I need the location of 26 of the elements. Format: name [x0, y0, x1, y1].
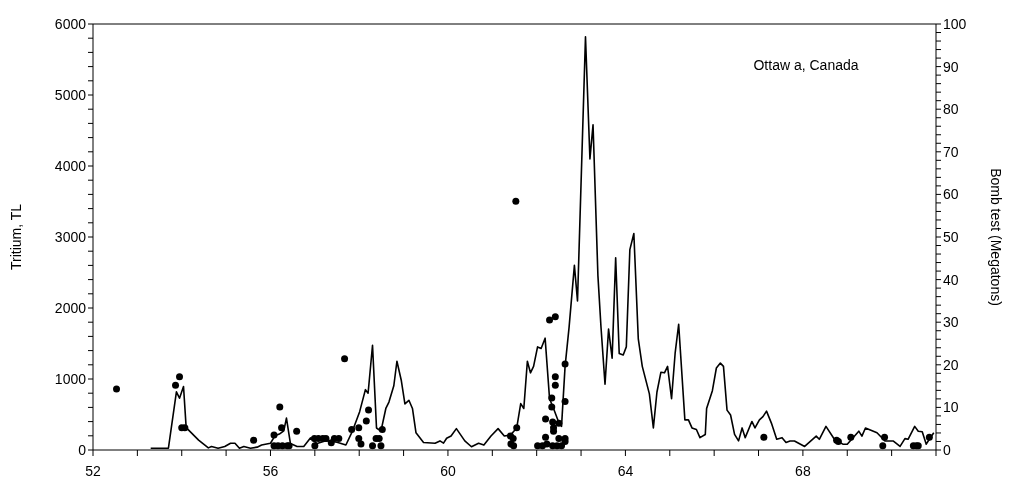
y2-tick-label: 30	[943, 314, 959, 331]
y2-tick-label: 100	[943, 15, 967, 32]
x-tick-label: 60	[440, 462, 456, 479]
y-tick-label: 2000	[54, 299, 87, 316]
y-axis-title: Tritium, TL	[7, 203, 24, 271]
x-tick-label: 64	[617, 462, 634, 479]
y2-axis-title: Bomb test (Megatons)	[988, 168, 1005, 306]
y-tick-label: 0	[78, 441, 87, 458]
x-tick-label: 52	[85, 462, 101, 479]
y2-tick-label: 70	[943, 143, 959, 160]
y2-tick-label: 60	[943, 186, 959, 203]
y2-tick-label: 80	[943, 101, 959, 118]
y-tick-label: 6000	[54, 15, 87, 32]
y2-tick-label: 0	[943, 441, 951, 458]
y-tick-label: 1000	[54, 370, 87, 387]
annotation: Ottaw a, Canada	[753, 57, 859, 73]
y-tick-label: 5000	[54, 86, 87, 103]
y2-tick-label: 20	[943, 356, 959, 373]
y2-tick-label: 10	[943, 399, 959, 416]
y2-tick-label: 50	[943, 228, 959, 245]
y2-tick-label: 40	[943, 271, 959, 288]
y2-tick-label: 90	[943, 58, 959, 75]
x-tick-label: 68	[795, 462, 811, 479]
y-tick-label: 4000	[54, 157, 87, 174]
y-tick-label: 3000	[54, 228, 87, 245]
x-tick-label: 56	[262, 462, 279, 479]
